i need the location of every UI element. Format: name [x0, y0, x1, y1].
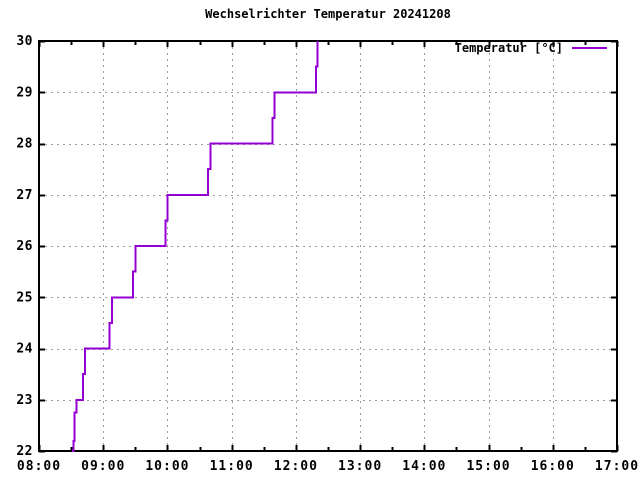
- chart-title: Wechselrichter Temperatur 20241208: [205, 7, 451, 21]
- legend-label: Temperatur [°C]: [454, 40, 563, 55]
- y-tick-label: 27: [16, 188, 33, 203]
- x-tick-label: 17:00: [595, 459, 639, 474]
- x-tick-label: 12:00: [274, 459, 318, 474]
- y-tick-label: 24: [16, 342, 33, 357]
- y-tick-label: 26: [16, 239, 33, 254]
- x-tick-label: 10:00: [145, 459, 189, 474]
- legend: Temperatur [°C]: [454, 40, 607, 55]
- y-tick-label: 25: [16, 290, 33, 305]
- x-tick-label: 14:00: [402, 459, 446, 474]
- y-tick-label: 22: [16, 444, 33, 459]
- legend-line-sample: [572, 46, 607, 49]
- x-tick-label: 09:00: [81, 459, 125, 474]
- x-tick-label: 15:00: [466, 459, 510, 474]
- temperature-step-line: [72, 41, 319, 452]
- x-tick-label: 11:00: [210, 459, 254, 474]
- x-tick-label: 16:00: [531, 459, 575, 474]
- y-tick-label: 30: [16, 34, 33, 49]
- y-tick-label: 29: [16, 85, 33, 100]
- y-tick-label: 28: [16, 137, 33, 152]
- x-tick-label: 13:00: [338, 459, 382, 474]
- x-tick-label: 08:00: [17, 459, 61, 474]
- y-tick-label: 23: [16, 393, 33, 408]
